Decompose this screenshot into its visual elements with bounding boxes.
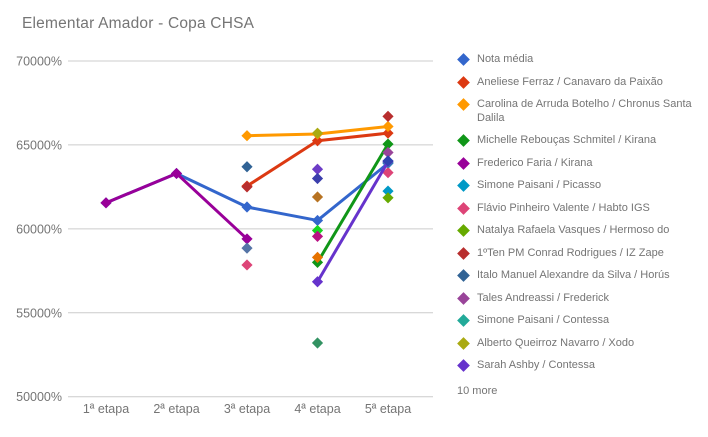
data-point-diamond[interactable] xyxy=(241,242,253,254)
data-point-diamond[interactable] xyxy=(382,127,394,139)
data-point-diamond[interactable] xyxy=(382,146,394,159)
data-point-diamond[interactable] xyxy=(241,259,253,271)
legend-item[interactable]: Carolina de Arruda Botelho / Chronus San… xyxy=(457,98,703,125)
data-point-diamond[interactable] xyxy=(311,172,324,185)
data-point-diamond[interactable] xyxy=(241,201,253,213)
legend-item-label: Carolina de Arruda Botelho / Chronus San… xyxy=(477,98,692,124)
legend-item-label: Flávio Pinheiro Valente / Habto IGS xyxy=(477,201,650,214)
legend-item-label: Alberto Queirroz Navarro / Xodo xyxy=(477,336,635,349)
y-axis-tick-label: 70000% xyxy=(16,55,62,69)
legend-item[interactable]: Italo Manuel Alexandre da Silva / Horús xyxy=(457,269,703,283)
data-point-diamond[interactable] xyxy=(311,135,324,147)
legend-more-link[interactable]: 10 more xyxy=(457,384,498,397)
y-axis-tick-label: 50000% xyxy=(16,390,62,404)
data-point-diamond[interactable] xyxy=(382,167,394,179)
legend-diamond-icon xyxy=(457,134,470,147)
series-line xyxy=(316,143,390,264)
data-point-diamond[interactable] xyxy=(382,138,394,150)
data-point-diamond[interactable] xyxy=(170,167,183,180)
legend-diamond-icon xyxy=(457,359,470,372)
data-point-diamond[interactable] xyxy=(382,192,394,204)
legend-item-label: Tales Andreassi / Frederick xyxy=(477,291,610,304)
data-point-diamond[interactable] xyxy=(382,185,394,197)
data-point-diamond[interactable] xyxy=(241,181,253,193)
legend-item-label: Michelle Rebouças Schmitel / Kirana xyxy=(477,134,657,146)
data-point-diamond[interactable] xyxy=(311,214,324,227)
x-axis-tick-label: 5ª etapa xyxy=(365,402,411,416)
legend-item-label: Sarah Ashby / Contessa xyxy=(477,359,596,371)
x-axis-tick-label: 3ª etapa xyxy=(224,402,270,416)
y-axis-tick-label: 60000% xyxy=(16,222,62,236)
data-point-diamond[interactable] xyxy=(241,130,253,142)
data-point-diamond[interactable] xyxy=(382,110,394,122)
legend-item[interactable]: Alberto Queirroz Navarro / Xodo xyxy=(457,337,703,351)
legend-item[interactable]: Flávio Pinheiro Valente / Habto IGS xyxy=(457,202,703,216)
legend-item-label: Natalya Rafaela Vasques / Hermoso do xyxy=(477,224,670,236)
data-point-diamond[interactable] xyxy=(241,233,253,245)
chart-legend: Nota média Aneliese Ferraz / Canavaro da … xyxy=(457,53,703,397)
data-point-diamond[interactable] xyxy=(311,191,324,203)
legend-diamond-icon xyxy=(457,269,470,282)
data-point-diamond[interactable] xyxy=(311,251,324,263)
data-point-diamond[interactable] xyxy=(382,120,394,133)
data-point-diamond[interactable] xyxy=(100,197,112,209)
legend-item[interactable]: Sarah Ashby / Contessa xyxy=(457,359,703,373)
legend-item[interactable]: Natalya Rafaela Vasques / Hermoso do xyxy=(457,224,703,238)
legend-item[interactable]: Michelle Rebouças Schmitel / Kirana xyxy=(457,134,703,148)
data-point-diamond[interactable] xyxy=(311,224,324,237)
x-axis-tick-label: 1ª etapa xyxy=(83,402,129,416)
legend-item[interactable]: 1ºTen PM Conrad Rodrigues / IZ Zape xyxy=(457,247,703,261)
legend-diamond-icon xyxy=(457,201,470,215)
y-axis-tick-label: 55000% xyxy=(16,306,62,320)
legend-item-label: Nota média xyxy=(477,53,534,65)
x-axis-tick-label: 4ª etapa xyxy=(294,402,340,416)
series-line xyxy=(316,160,390,283)
legend-item-label: Italo Manuel Alexandre da Silva / Horús xyxy=(477,269,670,281)
legend-diamond-icon xyxy=(457,291,470,305)
data-point-diamond[interactable] xyxy=(241,161,253,173)
legend-item[interactable]: Simone Paisani / Picasso xyxy=(457,179,703,193)
line-chart-plot: 70000% 65000% 60000% 55000% 50000% 1ª etapa 2ª… xyxy=(16,55,433,416)
legend-item[interactable]: Tales Andreassi / Frederick xyxy=(457,292,703,306)
legend-diamond-icon xyxy=(457,75,470,89)
legend-item-label: Simone Paisani / Contessa xyxy=(477,314,610,326)
legend-diamond-icon xyxy=(457,53,470,66)
legend-diamond-icon xyxy=(457,336,470,350)
data-point-diamond[interactable] xyxy=(311,230,324,243)
legend-item-label: 1ºTen PM Conrad Rodrigues / IZ Zape xyxy=(477,246,664,259)
legend-diamond-icon xyxy=(457,314,470,327)
legend-item[interactable]: Aneliese Ferraz / Canavaro da Paixão xyxy=(457,76,703,90)
legend-diamond-icon xyxy=(457,98,470,111)
data-point-diamond[interactable] xyxy=(311,163,324,175)
data-point-diamond[interactable] xyxy=(382,155,394,167)
legend-diamond-icon xyxy=(457,224,470,237)
legend-item[interactable]: Simone Paisani / Contessa xyxy=(457,314,703,328)
chart-title: Elementar Amador - Copa CHSA xyxy=(22,15,255,32)
legend-diamond-icon xyxy=(457,156,470,170)
legend-item-label: Aneliese Ferraz / Canavaro da Paixão xyxy=(477,75,663,88)
legend-item[interactable]: Frederico Faria / Kirana xyxy=(457,157,703,171)
data-point-diamond[interactable] xyxy=(311,337,324,349)
legend-item-label: Frederico Faria / Kirana xyxy=(477,156,593,169)
data-point-diamond[interactable] xyxy=(311,127,324,139)
legend-item-label: Simone Paisani / Picasso xyxy=(477,179,602,191)
data-point-diamond[interactable] xyxy=(311,276,324,288)
y-axis-tick-label: 65000% xyxy=(16,138,62,152)
legend-item[interactable]: Nota média xyxy=(457,53,703,67)
x-axis-tick-label: 2ª etapa xyxy=(153,402,199,416)
legend-diamond-icon xyxy=(457,246,470,260)
legend-diamond-icon xyxy=(457,179,470,192)
